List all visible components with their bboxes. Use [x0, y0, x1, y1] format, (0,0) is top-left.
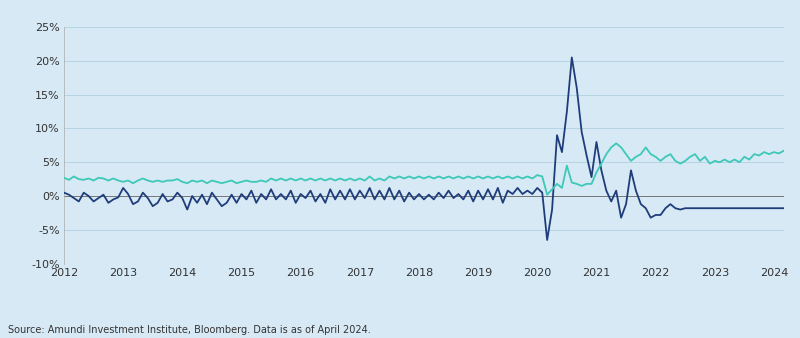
- Legend: Goods, Services: Goods, Services: [324, 336, 524, 338]
- Text: Source: Amundi Investment Institute, Bloomberg. Data is as of April 2024.: Source: Amundi Investment Institute, Blo…: [8, 324, 370, 335]
